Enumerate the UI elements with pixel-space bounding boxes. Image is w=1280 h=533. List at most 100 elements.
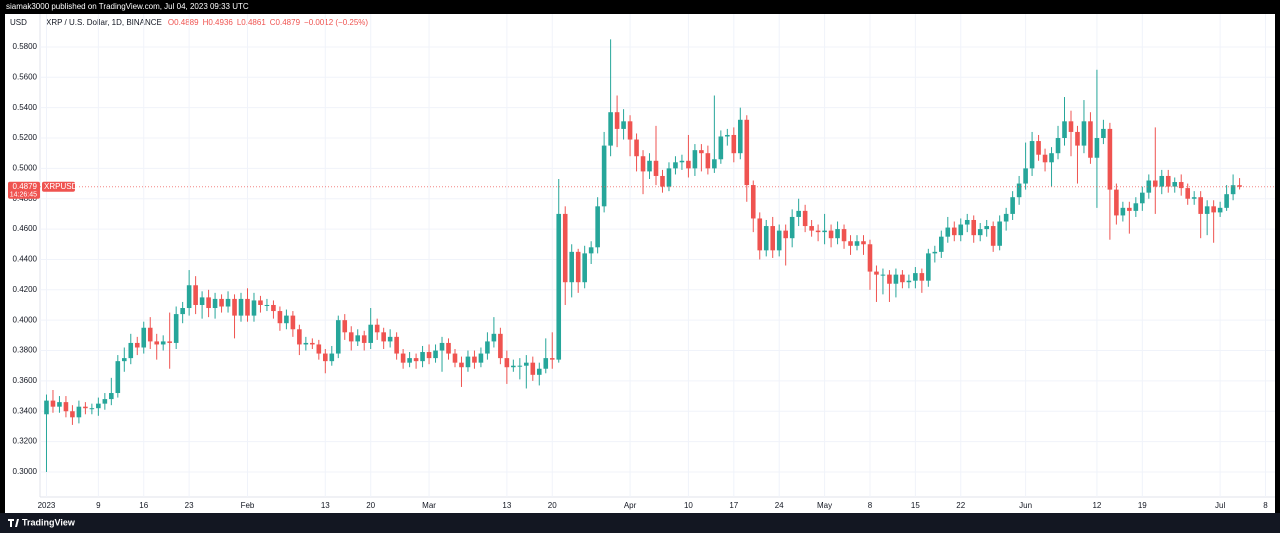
candle-body (737, 119, 743, 154)
candle-body (1055, 138, 1061, 154)
candle-body (297, 329, 302, 345)
candle-body (1088, 121, 1093, 158)
candle-body (861, 241, 866, 245)
candle-body (1146, 180, 1152, 193)
candle-body (1016, 183, 1022, 198)
candle-body (822, 230, 827, 233)
candle-body (154, 341, 160, 345)
candle-body (485, 341, 490, 354)
y-tick-label: 0.5600 (13, 72, 38, 81)
candle-body (757, 218, 763, 251)
candle-body (712, 159, 717, 169)
candle-body (83, 406, 88, 409)
candle-body (569, 251, 575, 283)
candle-body (770, 226, 776, 251)
candle-body (1140, 192, 1145, 204)
candle-body (109, 393, 114, 400)
candle-body (180, 308, 185, 315)
y-tick-label: 0.5800 (13, 42, 38, 51)
candle-body (971, 219, 977, 236)
x-tick-label: 22 (956, 501, 965, 510)
y-unit: USD (10, 18, 27, 27)
candle-body (504, 358, 510, 368)
change: −0.0012 (−0.25%) (304, 18, 368, 27)
x-tick-label: Apr (624, 501, 637, 510)
candle-body (835, 229, 840, 239)
y-tick-label: 0.5200 (13, 133, 38, 142)
x-tick-label: 9 (96, 501, 101, 510)
candle-body (1159, 175, 1165, 187)
candle-body (251, 300, 257, 316)
candle-body (1191, 197, 1197, 199)
candle-body (128, 342, 134, 359)
candle-body (368, 324, 373, 343)
candle-body (1042, 154, 1048, 163)
candle-body (1107, 128, 1113, 190)
candle-body (478, 353, 484, 363)
x-tick-label: 23 (185, 501, 194, 510)
x-tick-label: 20 (548, 501, 557, 510)
candle-body (232, 298, 237, 316)
candle-body (660, 175, 665, 187)
x-tick-label: 15 (911, 501, 920, 510)
candle-body (887, 274, 892, 284)
candle-body (121, 358, 127, 362)
candle-body (919, 273, 925, 281)
candle-body (316, 344, 322, 354)
y-tick-label: 0.5400 (13, 103, 38, 112)
candle-body (621, 121, 626, 129)
ohlc-value: O0.4889 (168, 18, 199, 27)
candle-body (874, 271, 879, 275)
publisher: siamak3000 published on TradingView.com,… (6, 2, 249, 11)
candle-body (575, 251, 581, 283)
candle-body (459, 362, 464, 368)
candle-body (44, 400, 49, 415)
candle-body (556, 213, 562, 360)
candle-body (219, 298, 224, 307)
candle-body (160, 341, 166, 345)
candle-body (387, 336, 393, 342)
candle-body (1224, 194, 1229, 208)
candle-body (731, 134, 737, 154)
candle-body (57, 402, 62, 407)
candle-body (1133, 203, 1139, 211)
candle-body (1178, 182, 1184, 189)
brand[interactable]: TradingView (22, 517, 76, 527)
candle-body (666, 168, 672, 187)
candle-body (212, 298, 218, 309)
candle-body (206, 297, 211, 309)
candle-body (1101, 128, 1106, 139)
candle-body (562, 213, 568, 283)
candle-body (199, 297, 205, 305)
candle-body (997, 221, 1002, 246)
candle-body (511, 365, 516, 368)
ohlc-value: L0.4861 (237, 18, 266, 27)
candle-body (945, 227, 951, 237)
candle-body (530, 362, 536, 375)
candle-body (867, 244, 873, 272)
candle-body (789, 216, 795, 239)
candle-body (699, 150, 704, 154)
y-tick-label: 0.3600 (13, 376, 38, 385)
candle-body (977, 229, 983, 236)
y-tick-label: 0.3800 (13, 346, 38, 355)
candle-body (452, 353, 458, 363)
price-tag-label: 0.4879 (13, 182, 38, 191)
candle-body (186, 285, 192, 309)
candle-body (783, 230, 788, 239)
ohlc-value: H0.4936 (203, 18, 234, 27)
y-tick-label: 0.4400 (13, 255, 38, 264)
candle-body (238, 298, 244, 316)
brand-logo (8, 519, 19, 527)
x-tick-label: Jun (1019, 501, 1032, 510)
candle-body (50, 400, 56, 407)
candle-body (1010, 197, 1015, 214)
candle-body (394, 336, 399, 354)
candle-body (1036, 141, 1041, 155)
ohlc-value: C0.4879 (270, 18, 301, 27)
candle-body (1185, 188, 1191, 199)
candle-body (1003, 213, 1009, 222)
candle-body (614, 112, 620, 129)
candle-body (595, 206, 600, 248)
candle-body (491, 333, 497, 342)
